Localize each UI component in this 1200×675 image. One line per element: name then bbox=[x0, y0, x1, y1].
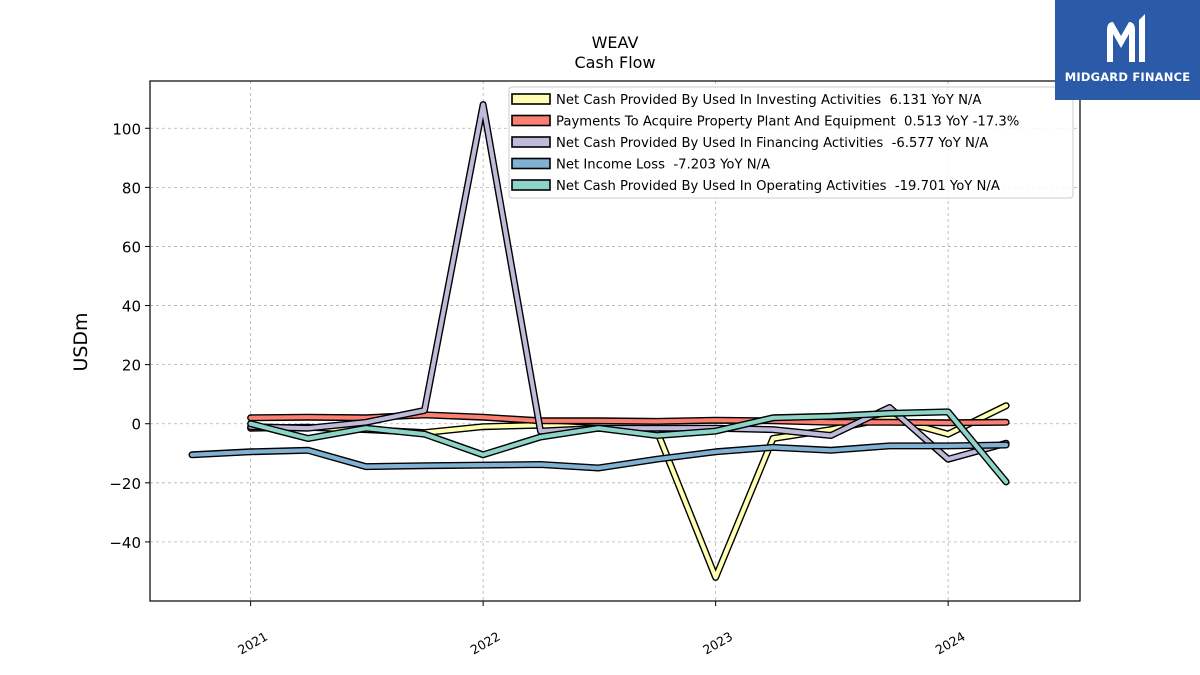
series-4 bbox=[247, 408, 1010, 486]
y-axis-label: USDm bbox=[70, 312, 92, 371]
y-tick-label: 0 bbox=[131, 416, 141, 434]
series-line bbox=[189, 442, 1009, 471]
plot-frame bbox=[149, 80, 1081, 602]
legend-label: Net Cash Provided By Used In Investing A… bbox=[556, 93, 981, 108]
series-3 bbox=[188, 441, 1010, 472]
y-axis-ticks: −40 −20 0 20 40 60 80 100 bbox=[109, 120, 150, 552]
legend-label: Net Cash Provided By Used In Financing A… bbox=[556, 136, 988, 151]
legend-swatch bbox=[511, 136, 551, 148]
legend-swatch bbox=[511, 114, 551, 127]
legend-swatch bbox=[511, 93, 551, 105]
x-tick-label: 2023 bbox=[700, 629, 735, 658]
series-lines bbox=[188, 101, 1010, 581]
y-tick-label: 20 bbox=[122, 357, 141, 375]
x-tick-label: 2024 bbox=[933, 629, 968, 658]
chart-subtitle: Cash Flow bbox=[574, 53, 656, 72]
y-tick-label: −40 bbox=[109, 534, 141, 552]
y-tick-label: 100 bbox=[112, 120, 141, 138]
legend-label: Net Income Loss -7.203 YoY N/A bbox=[556, 158, 770, 173]
legend-label: Payments To Acquire Property Plant And E… bbox=[556, 115, 1019, 130]
x-tick-label: 2021 bbox=[235, 629, 270, 658]
legend-label: Net Cash Provided By Used In Operating A… bbox=[556, 179, 1000, 194]
chart-title: WEAV bbox=[591, 33, 639, 52]
series-line bbox=[248, 409, 1009, 484]
x-tick-label: 2022 bbox=[468, 629, 503, 658]
y-tick-label: 80 bbox=[122, 179, 141, 197]
midgard-logo-icon bbox=[1107, 14, 1145, 62]
legend-swatch bbox=[511, 157, 551, 170]
y-tick-label: 40 bbox=[122, 298, 141, 316]
legend: Net Cash Provided By Used In Investing A… bbox=[508, 86, 1074, 199]
midgard-finance-logo: MIDGARD FINANCE bbox=[1055, 0, 1200, 100]
x-axis-ticks: 2021 2022 2023 2024 bbox=[235, 601, 968, 658]
legend-swatch bbox=[511, 179, 551, 191]
series-outline bbox=[188, 441, 1010, 472]
logo-text: MIDGARD FINANCE bbox=[1064, 70, 1191, 84]
legend-box bbox=[508, 86, 1074, 199]
y-tick-label: −20 bbox=[109, 475, 141, 493]
y-tick-label: 60 bbox=[122, 238, 141, 256]
